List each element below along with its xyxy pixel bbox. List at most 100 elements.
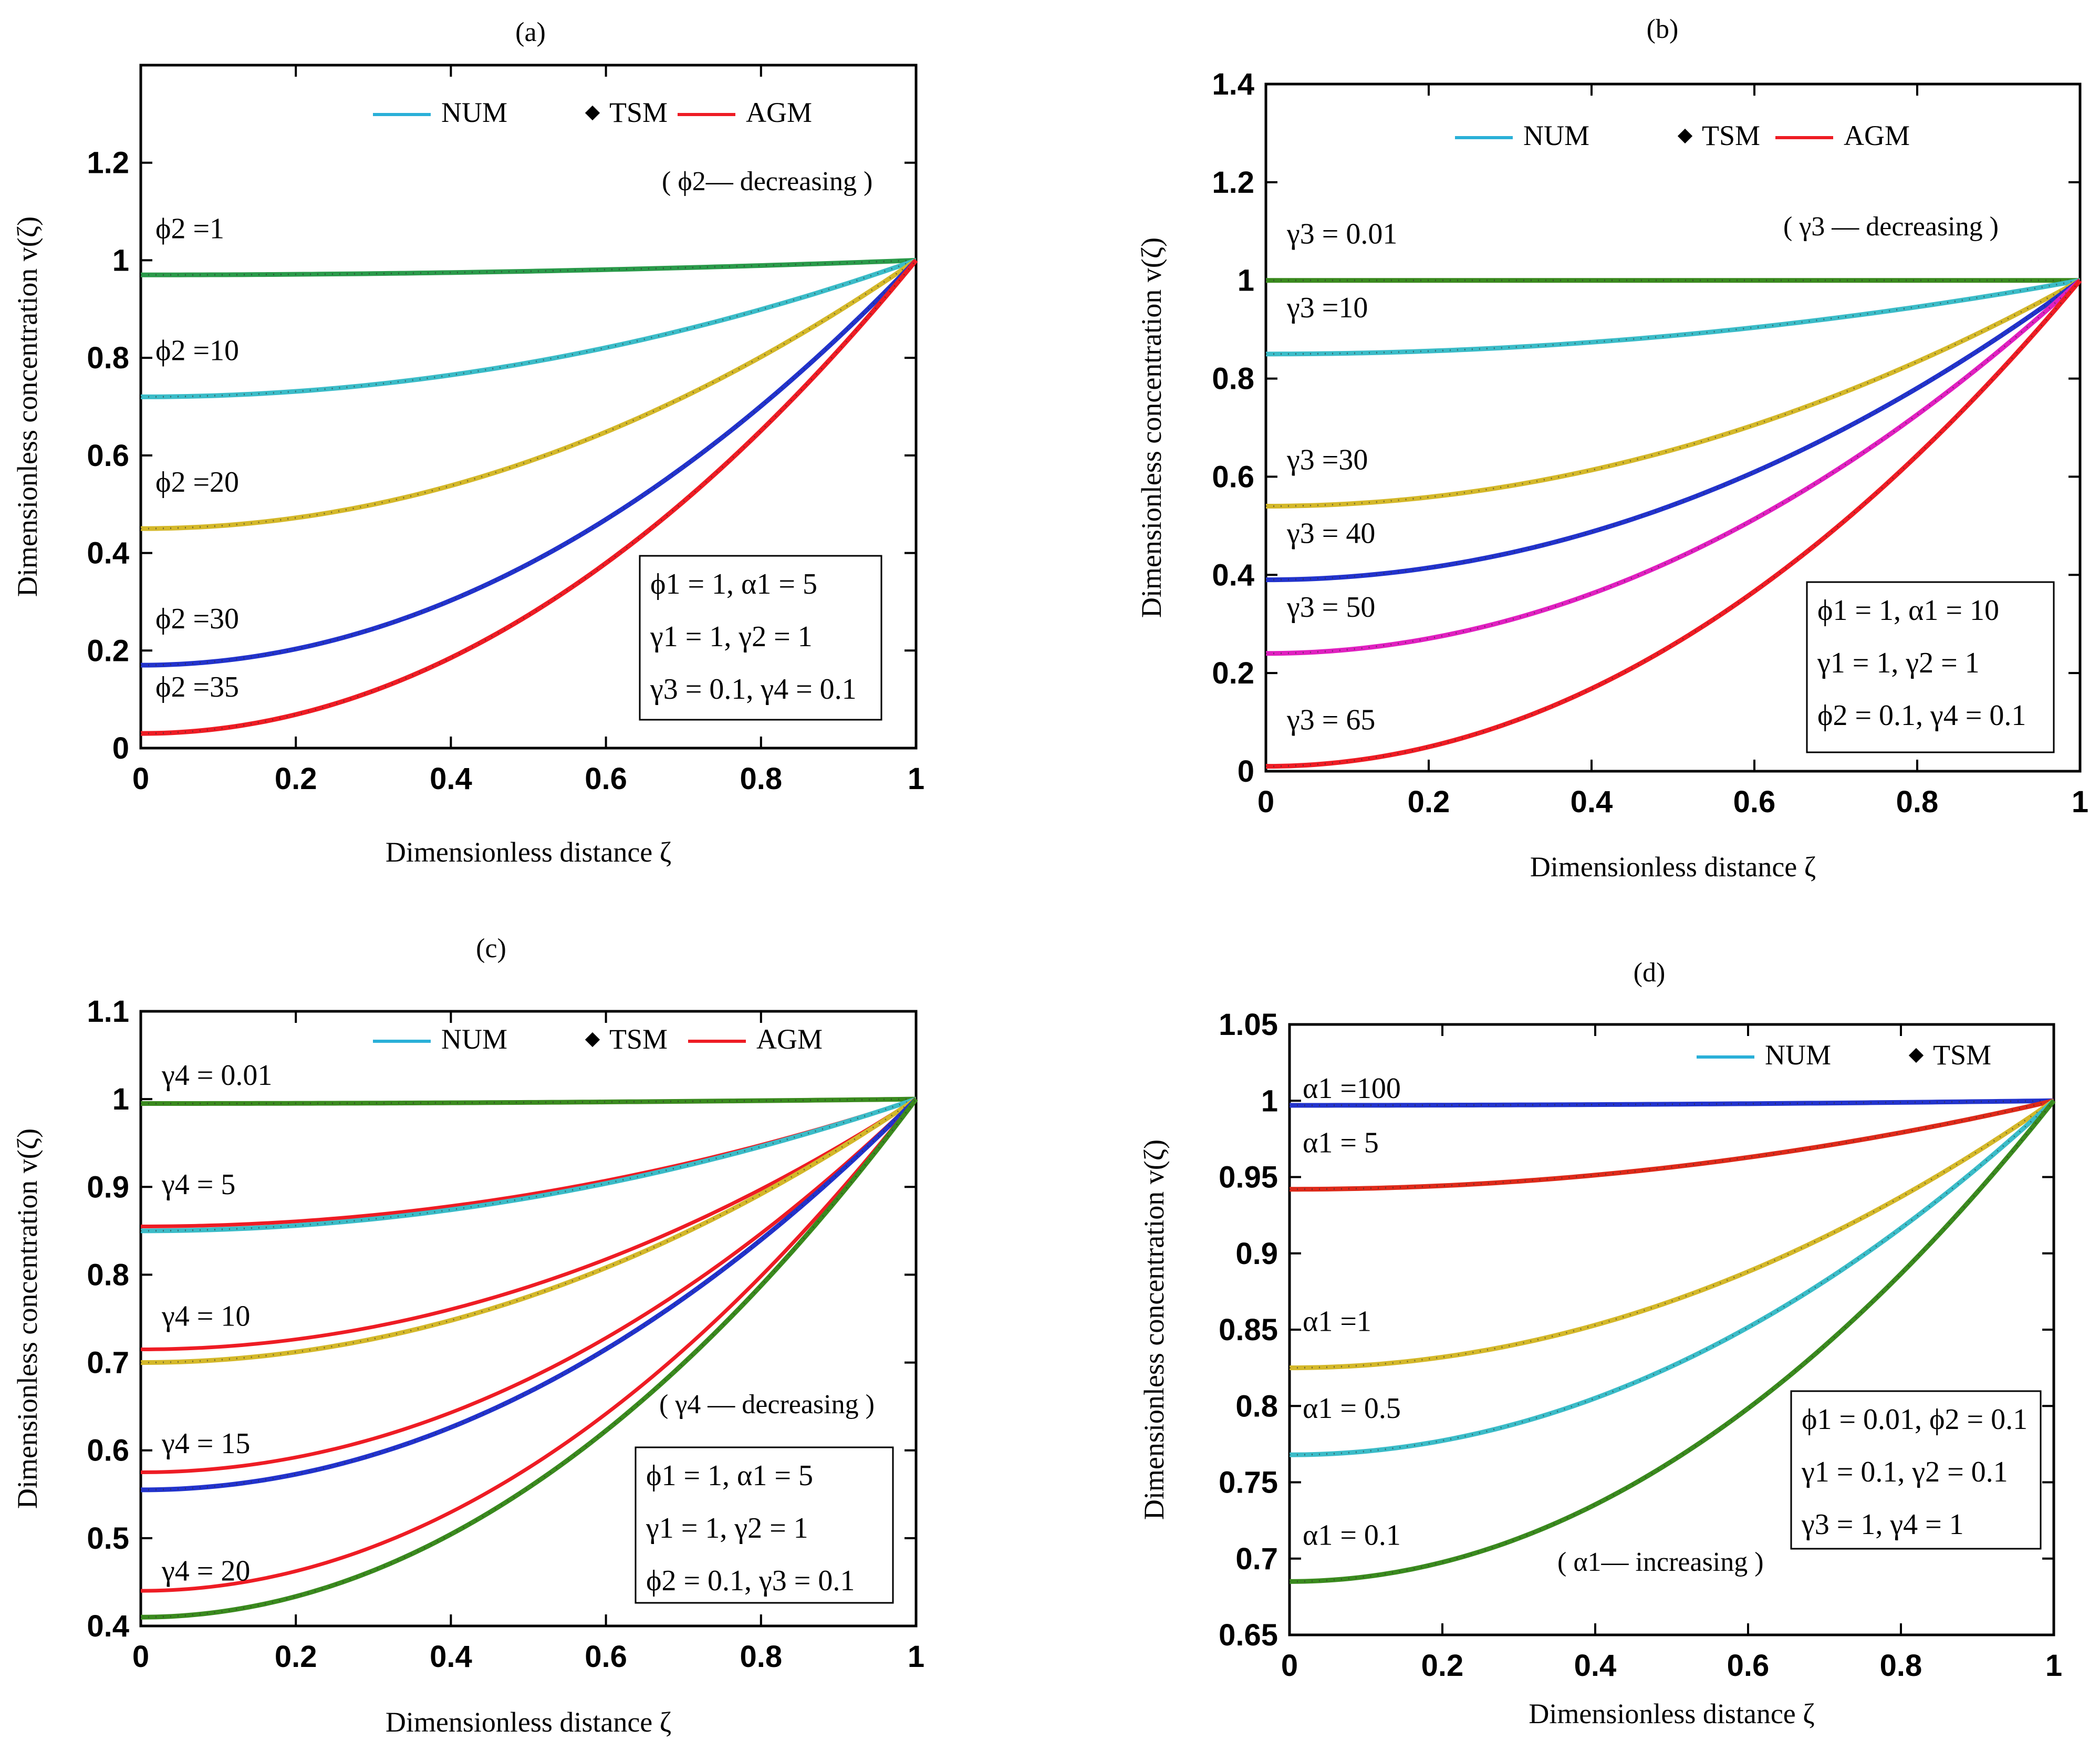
y-tick-label: 1	[1238, 264, 1254, 298]
x-axis-label: Dimensionless distance ζ	[1530, 851, 1816, 883]
y-tick-label: 1.1	[87, 994, 129, 1029]
num-line	[140, 1097, 918, 1620]
x-tick-label: 1	[908, 1640, 924, 1674]
parameter-line: ϕ1 = 1, α1 = 5	[646, 1459, 813, 1492]
trend-annotation: ( γ3 — decreasing )	[1783, 212, 1999, 242]
series-6: γ3 = 65	[1265, 278, 2082, 769]
parameter-line: γ3 = 0.1, γ4 = 0.1	[650, 673, 857, 706]
panel-title: (d)	[1634, 958, 1666, 988]
series-1: α1 =100	[1289, 1072, 2054, 1108]
parameter-line: γ1 = 1, γ2 = 1	[650, 620, 813, 653]
series-5: α1 = 0.1	[1289, 1099, 2056, 1584]
tsm-markers	[140, 1098, 917, 1364]
legend-label: NUM	[1765, 1039, 1831, 1071]
x-tick-label: 1	[908, 762, 924, 796]
parameter-line: ϕ1 = 1, α1 = 5	[650, 568, 817, 600]
x-tick-label: 0.6	[585, 1640, 627, 1674]
x-tick-label: 1	[2045, 1649, 2062, 1683]
curve-label: γ4 = 5	[161, 1168, 235, 1201]
tsm-markers	[1265, 279, 2081, 507]
tsm-markers	[1289, 1100, 2054, 1369]
series-5: γ3 = 50	[1265, 278, 2082, 656]
legend: NUM TSM AGM	[373, 97, 812, 128]
parameter-box: ϕ1 = 1, α1 = 5 γ1 = 1, γ2 = 1 ϕ2 = 0.1, γ3…	[635, 1446, 894, 1604]
parameter-frame	[1790, 1390, 2042, 1550]
panel-title: (a)	[515, 17, 546, 47]
y-axis-label: Dimensionless concentration v(ζ)	[12, 216, 43, 597]
curve-label: γ4 = 0.01	[161, 1059, 272, 1092]
y-tick-label: 0.4	[87, 536, 129, 571]
legend-label: NUM	[1523, 120, 1589, 151]
series-1: ϕ2 =1	[140, 212, 917, 277]
series-5: ϕ2 =35	[140, 258, 918, 736]
y-tick-label: 0.9	[87, 1170, 129, 1204]
num-line	[1289, 1099, 2056, 1584]
series-3: γ3 =30	[1265, 278, 2082, 509]
curve-label: α1 = 5	[1303, 1127, 1379, 1159]
x-tick-label: 0.6	[1733, 785, 1776, 819]
tsm-markers	[140, 260, 917, 398]
curve-label: ϕ2 =20	[155, 466, 239, 499]
x-axis-label: Dimensionless distance ζ	[386, 836, 671, 868]
series-4: ϕ2 =30	[140, 258, 918, 668]
curve-label: γ3 = 0.01	[1286, 218, 1397, 251]
legend-label: NUM	[441, 1023, 507, 1055]
parameter-line: ϕ2 = 0.1, γ3 = 0.1	[646, 1564, 855, 1597]
series-3: α1 =1	[1289, 1099, 2055, 1371]
x-axis-label: Dimensionless distance ζ	[1529, 1698, 1814, 1729]
parameter-line: γ1 = 1, γ2 = 1	[646, 1512, 808, 1545]
parameter-box: ϕ1 = 1, α1 = 5 γ1 = 1, γ2 = 1 γ3 = 0.1, γ4…	[639, 555, 882, 721]
y-tick-label: 0.2	[87, 634, 129, 668]
agm-line	[140, 1097, 918, 1593]
y-tick-label: 1	[112, 243, 129, 277]
legend-label: AGM	[746, 97, 812, 128]
y-tick-label: 1.4	[1212, 67, 1254, 101]
x-tick-label: 0	[1281, 1649, 1298, 1683]
y-tick-label: 0.65	[1219, 1618, 1278, 1652]
series-1: γ4 = 0.01	[141, 1059, 917, 1106]
curve-label: γ4 = 20	[161, 1555, 250, 1587]
num-line	[1265, 278, 2082, 656]
curve-label: γ3 = 40	[1286, 517, 1375, 550]
parameter-frame	[635, 1446, 894, 1604]
legend: NUM TSM	[1697, 1039, 1991, 1071]
chart-panel-d: (d) 0 0.2 0.4 0.6 0.8 1 0.65 0.7 0.75 0.8 0.85 0.9 0.…	[1138, 958, 2062, 1729]
y-axis-label: Dimensionless concentration v(ζ)	[1138, 1139, 1170, 1520]
agm-line	[140, 1097, 917, 1351]
curve-label: γ4 = 10	[161, 1300, 250, 1333]
num-line	[140, 258, 918, 736]
chart-panel-c: (c) 0 0.2 0.4 0.6 0.8 1 0.4 0.5 0.6 0.7 0.8 0.9 1 1.1 D…	[12, 934, 924, 1738]
x-tick-label: 0.8	[740, 1640, 782, 1674]
legend-label: TSM	[1702, 120, 1760, 151]
x-tick-label: 1	[2072, 785, 2088, 819]
curve-label: α1 =100	[1303, 1072, 1401, 1105]
num-line	[1265, 278, 2082, 509]
y-tick-label: 0.7	[1235, 1542, 1278, 1576]
y-tick-label: 0.5	[87, 1521, 129, 1556]
parameter-line: γ1 = 1, γ2 = 1	[1817, 647, 1980, 679]
legend-label: TSM	[1933, 1039, 1991, 1071]
plot-frame	[139, 64, 918, 750]
curve-label: ϕ2 =30	[155, 603, 239, 635]
y-tick-label: 0	[112, 731, 129, 765]
y-tick-label: 0.75	[1219, 1466, 1278, 1500]
num-line	[1265, 278, 2081, 357]
y-tick-label: 0.8	[1212, 362, 1254, 396]
curve-label: γ3 = 65	[1286, 704, 1375, 737]
y-axis-label: Dimensionless concentration v(ζ)	[12, 1128, 43, 1509]
num-line	[1265, 278, 2082, 769]
legend-marker	[1677, 128, 1693, 144]
y-tick-label: 0.4	[87, 1609, 129, 1643]
legend-label: TSM	[609, 97, 668, 128]
x-tick-label: 0.4	[1574, 1649, 1617, 1683]
trend-annotation: ( ϕ2— decreasing )	[662, 167, 872, 196]
y-tick-label: 0	[1238, 754, 1254, 789]
num-line	[140, 258, 917, 399]
tsm-markers	[1265, 279, 2081, 581]
parameter-line: ϕ2 = 0.1, γ4 = 0.1	[1817, 699, 2026, 732]
num-line	[140, 257, 917, 277]
x-tick-label: 0.2	[1421, 1649, 1464, 1683]
y-tick-label: 0.8	[1235, 1389, 1278, 1423]
chart-panel-b: (b) 0 0.2 0.4 0.6 0.8 1 0 0.2 0.4 0.6 0.8 1 1.2 1.4 Dim…	[1136, 14, 2088, 883]
legend-marker	[585, 1032, 600, 1048]
